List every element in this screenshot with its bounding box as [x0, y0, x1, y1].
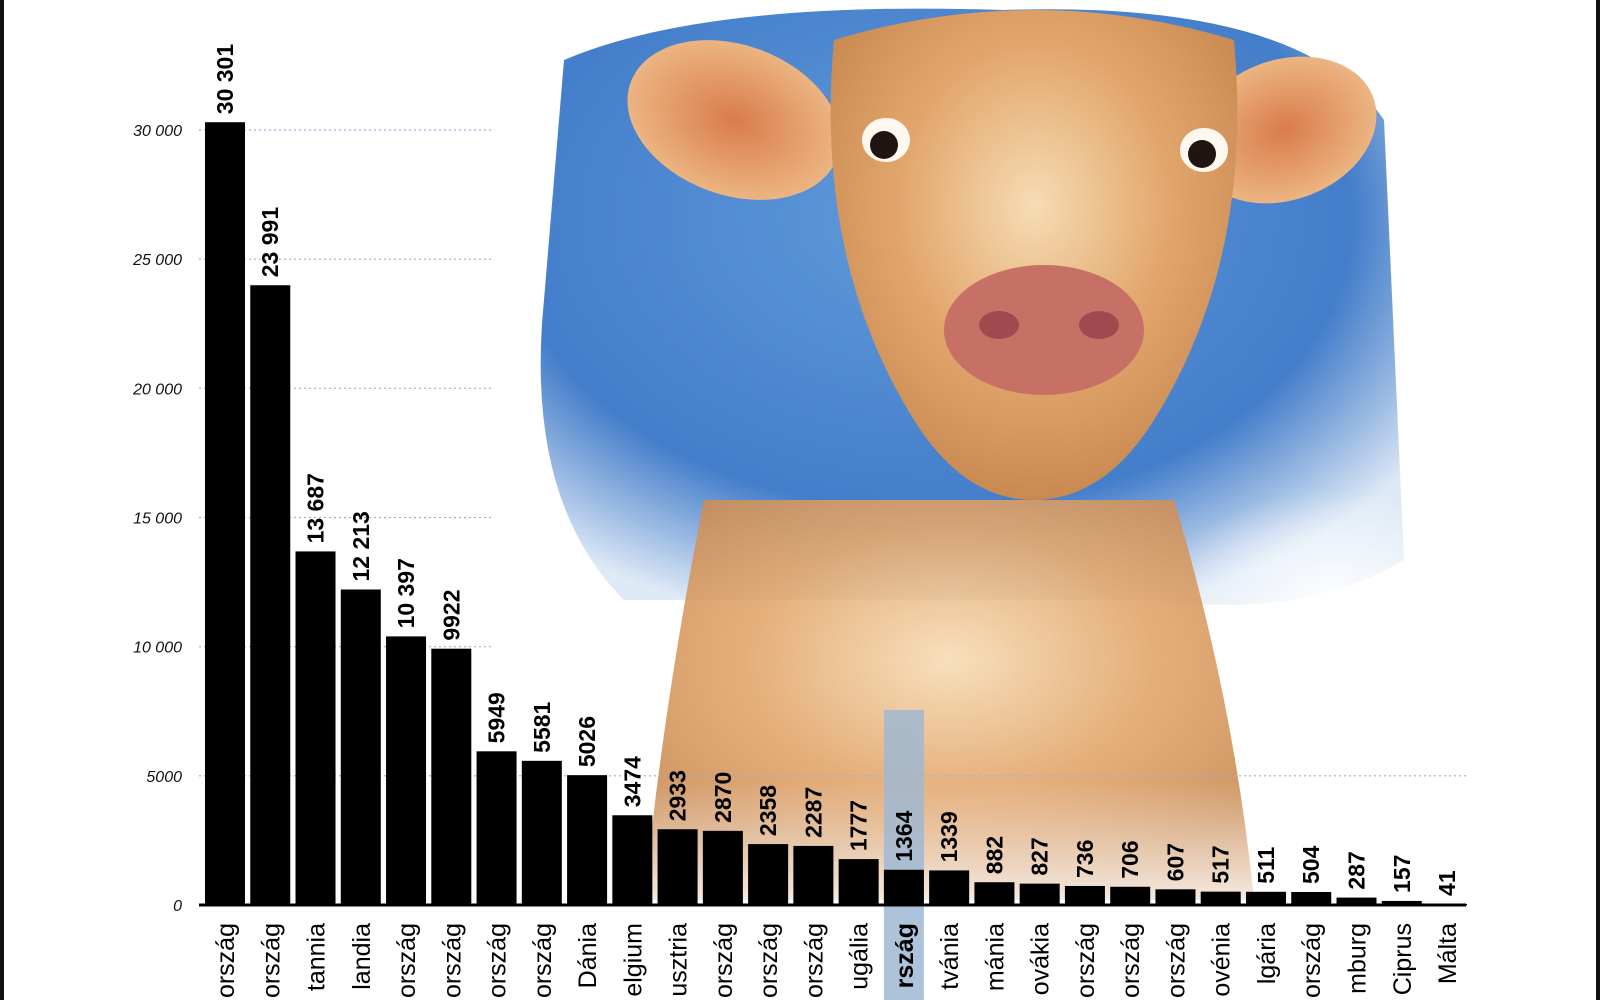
bar-value-label: 882	[981, 836, 1007, 874]
bar-value-label: 10 397	[393, 558, 419, 628]
category-label: ovákia	[1027, 923, 1055, 995]
category-label: mánia	[981, 923, 1009, 991]
category-label: tannia	[303, 923, 331, 991]
category-labels: ország ország tannia landia ország ország orsz…	[212, 923, 1462, 998]
bar-value-label: 13 687	[303, 473, 329, 543]
bar-value-label: 827	[1027, 837, 1053, 875]
category-label: ország	[212, 923, 240, 998]
bar	[1291, 891, 1332, 905]
bar	[974, 882, 1015, 905]
bar-value-label: 2358	[755, 785, 781, 836]
bar	[567, 775, 608, 905]
category-label: Málta	[1434, 923, 1462, 984]
bar	[476, 751, 517, 905]
category-label: ország	[755, 923, 783, 998]
y-tick-label: 5000	[146, 769, 182, 786]
category-label: rszág	[891, 923, 919, 988]
bar	[883, 869, 924, 905]
bar	[1019, 883, 1060, 905]
category-label: elgium	[619, 923, 647, 997]
bar	[702, 830, 743, 905]
category-label: Dánia	[574, 923, 602, 988]
bar-value-label: 5581	[529, 701, 555, 752]
category-label: ország	[1072, 923, 1100, 998]
category-label: ország	[438, 923, 466, 998]
y-tick-label: 10 000	[133, 640, 182, 657]
bar	[1245, 891, 1286, 905]
bar-value-label: 287	[1344, 851, 1370, 889]
bar-value-label: 1339	[936, 811, 962, 862]
y-tick-label: 15 000	[133, 511, 182, 528]
bar-value-label: 706	[1117, 840, 1143, 878]
category-label: ország	[1162, 923, 1190, 998]
bar	[748, 844, 789, 905]
bar	[793, 845, 834, 905]
y-tick-label: 20 000	[132, 381, 182, 398]
bar	[1381, 900, 1422, 905]
category-label: ország	[529, 923, 557, 998]
bar	[612, 815, 653, 905]
bar-value-label: 2287	[800, 787, 826, 838]
bar	[205, 122, 245, 905]
bar	[1155, 889, 1196, 905]
bar-series	[205, 122, 1468, 1000]
bar-value-label: 504	[1298, 845, 1324, 884]
category-label: mburg	[1344, 923, 1372, 994]
category-label: ország	[1117, 923, 1145, 998]
bar	[431, 648, 472, 905]
bar-value-label: 1364	[891, 810, 917, 861]
y-tick-label: 30 000	[133, 123, 182, 140]
bar-value-label: 23 991	[257, 207, 283, 278]
bar	[340, 589, 381, 905]
category-label: ország	[393, 923, 421, 998]
bar-value-label: 2870	[710, 772, 736, 823]
bar-value-label: 12 213	[348, 511, 374, 581]
bar-value-label: 736	[1072, 840, 1098, 878]
category-label: tvánia	[936, 923, 964, 990]
category-label: landia	[348, 923, 376, 990]
bar-value-label: 3474	[619, 756, 645, 807]
bar-value-label: 511	[1253, 846, 1279, 883]
bar-chart: 0 5000 10 000 15 000 20 000 25 000 30 000 30 3…	[132, 8, 1504, 1000]
bar-value-label: 607	[1162, 843, 1188, 881]
category-label: ország	[1298, 923, 1326, 998]
bar-value-label: 41	[1434, 870, 1460, 896]
bar-value-label: 1777	[846, 800, 872, 851]
category-label: usztria	[665, 923, 693, 997]
category-label: ovénia	[1208, 923, 1236, 997]
category-label: lgária	[1253, 923, 1281, 984]
bar	[1200, 891, 1241, 905]
bar	[1110, 886, 1151, 905]
bar-value-label: 2933	[665, 770, 691, 821]
bar	[657, 829, 698, 905]
bar	[521, 760, 562, 905]
bar	[295, 551, 336, 905]
bar-value-label: 9922	[438, 590, 464, 641]
category-label: Ciprus	[1389, 923, 1417, 995]
category-label: ország	[710, 923, 738, 998]
bar	[929, 870, 970, 905]
bar-value-label: 5026	[574, 716, 600, 767]
category-label: ugália	[846, 923, 874, 990]
bar-value-label: 5949	[484, 692, 510, 743]
y-axis-ticks: 0 5000 10 000 15 000 20 000 25 000 30 000	[132, 123, 182, 915]
bar	[386, 636, 427, 905]
highlight-column	[883, 710, 924, 1000]
bar-value-label: 157	[1389, 855, 1415, 893]
category-label: ország	[484, 923, 512, 998]
bar-value-labels: 30 301 23 991 13 687 12 213 10 397 9922 5949 55…	[212, 44, 1460, 896]
bar	[838, 859, 879, 905]
bar	[1064, 885, 1105, 905]
category-label: ország	[800, 923, 828, 998]
y-tick-label: 0	[173, 898, 182, 915]
bar-value-label: 30 301	[212, 44, 238, 115]
bar	[250, 285, 291, 905]
bar	[1336, 897, 1377, 905]
y-tick-label: 25 000	[132, 252, 182, 269]
bar-value-label: 517	[1208, 845, 1234, 883]
category-label: ország	[257, 923, 285, 998]
